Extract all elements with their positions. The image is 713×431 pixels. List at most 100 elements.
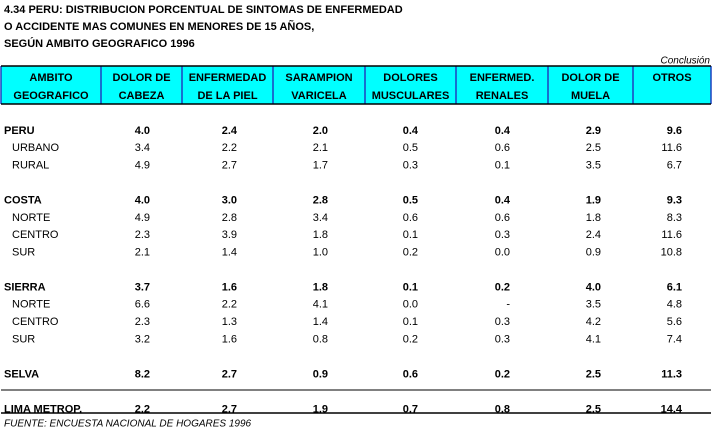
group-value: 0.2 xyxy=(495,368,510,380)
row-value: 4.1 xyxy=(586,333,601,345)
group-value: 2.9 xyxy=(586,125,601,137)
row-value: 2.4 xyxy=(586,229,601,241)
note: Conclusión xyxy=(661,56,711,67)
group-value: 4.0 xyxy=(135,125,150,137)
header-band xyxy=(1,66,711,104)
group-value: 2.7 xyxy=(222,368,237,380)
row-label: URBANO xyxy=(12,142,60,154)
row-value: 0.3 xyxy=(403,160,418,172)
row-value: 0.2 xyxy=(403,333,418,345)
row-value: 0.1 xyxy=(403,316,418,328)
row-value: 11.6 xyxy=(661,229,682,241)
row-value: 0.3 xyxy=(495,316,510,328)
column-header: ENFERMED. xyxy=(470,72,535,84)
row-value: 8.3 xyxy=(667,212,682,224)
group-label: PERU xyxy=(4,125,35,137)
group-value: 2.8 xyxy=(313,195,328,207)
row-value: 1.7 xyxy=(313,160,328,172)
row-value: 0.6 xyxy=(495,142,510,154)
group-label: SIERRA xyxy=(4,281,46,293)
column-header: MUSCULARES xyxy=(372,90,450,102)
row-value: 1.8 xyxy=(586,212,601,224)
row-value: 2.1 xyxy=(313,142,328,154)
row-value: 2.3 xyxy=(135,229,150,241)
row-value: 0.1 xyxy=(403,229,418,241)
column-header: SARAMPION xyxy=(285,72,352,84)
group-value: 0.1 xyxy=(403,281,418,293)
group-value: 0.2 xyxy=(495,281,510,293)
group-value: 0.4 xyxy=(403,125,419,137)
group-value: 2.4 xyxy=(222,125,238,137)
group-value: 3.0 xyxy=(222,195,237,207)
row-value: 3.5 xyxy=(586,160,601,172)
row-label: CENTRO xyxy=(12,316,59,328)
row-value: 0.6 xyxy=(403,212,418,224)
group-value: 0.9 xyxy=(313,368,328,380)
group-value: 2.5 xyxy=(586,368,601,380)
group-value: 0.6 xyxy=(403,368,418,380)
group-value: 3.7 xyxy=(135,281,150,293)
row-value: 0.3 xyxy=(495,333,510,345)
group-value: 8.2 xyxy=(135,368,150,380)
title-line: O ACCIDENTE MAS COMUNES EN MENORES DE 15… xyxy=(4,20,314,33)
row-value: 1.0 xyxy=(313,246,328,258)
group-value: 1.9 xyxy=(586,195,601,207)
row-value: 2.7 xyxy=(222,160,237,172)
row-label: CENTRO xyxy=(12,229,59,241)
row-label: NORTE xyxy=(12,299,50,311)
row-value: 0.9 xyxy=(586,246,601,258)
row-label: NORTE xyxy=(12,212,50,224)
group-value: 4.0 xyxy=(586,281,601,293)
row-value: 0.6 xyxy=(495,212,510,224)
group-value: 0.4 xyxy=(495,195,511,207)
row-value: 0.2 xyxy=(403,246,418,258)
column-header: DOLORES xyxy=(383,72,437,84)
row-value: 2.2 xyxy=(222,142,237,154)
column-header: OTROS xyxy=(652,72,691,84)
row-value: 6.7 xyxy=(667,160,682,172)
row-value: 3.4 xyxy=(313,212,328,224)
row-value: 3.4 xyxy=(135,142,150,154)
column-header: VARICELA xyxy=(291,90,346,102)
row-value: 6.6 xyxy=(135,299,150,311)
row-value: 5.6 xyxy=(667,316,682,328)
row-value: 1.8 xyxy=(313,229,328,241)
row-value: 2.8 xyxy=(222,212,237,224)
group-value: 9.3 xyxy=(667,195,682,207)
row-value: 2.1 xyxy=(135,246,150,258)
row-value: 1.6 xyxy=(222,333,237,345)
row-label: SUR xyxy=(12,333,35,345)
row-value: 1.4 xyxy=(313,316,328,328)
row-value: 4.9 xyxy=(135,160,150,172)
row-value: 7.4 xyxy=(667,333,682,345)
row-value: 0.0 xyxy=(403,299,418,311)
title-line: SEGÚN AMBITO GEOGRAFICO 1996 xyxy=(4,37,195,50)
column-header: CABEZA xyxy=(119,90,165,102)
row-value: 4.9 xyxy=(135,212,150,224)
title-line: 4.34 PERU: DISTRIBUCION PORCENTUAL DE SI… xyxy=(4,4,403,16)
row-label: RURAL xyxy=(12,160,49,172)
group-value: 9.6 xyxy=(667,125,682,137)
row-value: 11.6 xyxy=(661,142,682,154)
row-value: 3.5 xyxy=(586,299,601,311)
row-value: 0.5 xyxy=(403,142,418,154)
group-label: SELVA xyxy=(4,368,39,380)
row-label: SUR xyxy=(12,246,35,258)
group-value: 6.1 xyxy=(667,281,682,293)
row-value: 1.4 xyxy=(222,246,237,258)
row-value: 2.5 xyxy=(586,142,601,154)
group-value: 0.4 xyxy=(495,125,511,137)
row-value: 4.8 xyxy=(667,299,682,311)
row-value: 10.8 xyxy=(661,246,682,258)
column-header: RENALES xyxy=(476,90,529,102)
row-value: 2.2 xyxy=(222,299,237,311)
row-value: 0.3 xyxy=(495,229,510,241)
group-label: COSTA xyxy=(4,195,42,207)
column-header: DOLOR DE xyxy=(561,72,619,84)
column-header: MUELA xyxy=(571,90,610,102)
row-value: 2.3 xyxy=(135,316,150,328)
column-header: DOLOR DE xyxy=(112,72,170,84)
group-value: 1.8 xyxy=(313,281,328,293)
source: FUENTE: ENCUESTA NACIONAL DE HOGARES 199… xyxy=(4,419,252,430)
